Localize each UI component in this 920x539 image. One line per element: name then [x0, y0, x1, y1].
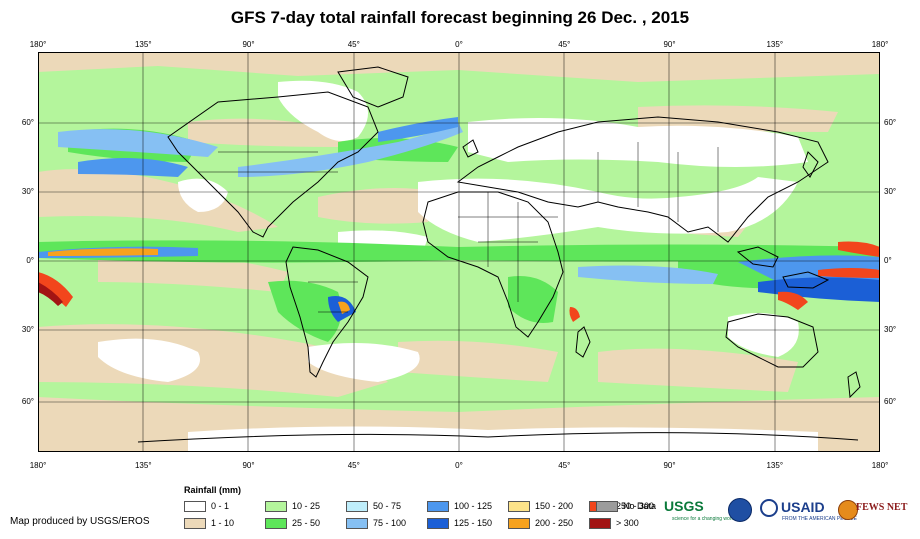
legend-item: 125 - 150 [427, 517, 492, 529]
legend-item: 1 - 10 [184, 517, 234, 529]
legend-swatch [184, 500, 206, 512]
latitude-tick-left: 30° [21, 187, 34, 196]
longitude-tick-top: 90° [242, 40, 255, 49]
latitude-tick-left: 0° [26, 256, 34, 265]
legend-label: 1 - 10 [211, 518, 235, 528]
legend-swatch [184, 517, 206, 529]
legend-label: 100 - 125 [454, 501, 493, 511]
legend-swatch [596, 500, 618, 512]
longitude-tick-bot: 90° [663, 461, 676, 470]
legend-swatch [265, 500, 287, 512]
legend-label: 125 - 150 [454, 518, 493, 528]
longitude-tick-bot: 0° [455, 461, 463, 470]
usaid-logo-text: USAID [781, 499, 825, 515]
map-title: GFS 7-day total rainfall forecast beginn… [230, 8, 690, 27]
longitude-tick-top: 0° [455, 40, 463, 49]
legend-item: 50 - 75 [346, 500, 401, 512]
latitude-tick-right: 60° [884, 397, 897, 406]
longitude-tick-bot: 180° [29, 461, 47, 470]
borders [198, 142, 719, 313]
legend-item: No Data [596, 500, 656, 512]
legend-label: 150 - 200 [535, 501, 574, 511]
legend-swatch [427, 517, 449, 529]
legend-label: 200 - 250 [535, 518, 574, 528]
heavy-rain-regions [38, 117, 880, 322]
longitude-tick-top: 180° [29, 40, 47, 49]
usgs-logo-text: USGS [664, 498, 704, 514]
latitude-tick-left: 30° [21, 325, 34, 334]
legend-item: 200 - 250 [508, 517, 573, 529]
legend-swatch [427, 500, 449, 512]
legend-label: 50 - 75 [373, 501, 402, 511]
legend-label: No Data [623, 501, 657, 511]
latitude-tick-right: 0° [884, 256, 892, 265]
legend-swatch [508, 500, 530, 512]
longitude-tick-top: 135° [766, 40, 784, 49]
legend-label: > 300 [616, 518, 639, 528]
legend-item: 150 - 200 [508, 500, 573, 512]
longitude-tick-bot: 90° [242, 461, 255, 470]
longitude-tick-top: 90° [663, 40, 676, 49]
legend-swatch [589, 517, 611, 529]
extreme-rain-regions [38, 241, 880, 322]
graticule [38, 52, 880, 452]
rainfall-map [38, 52, 880, 452]
map-frame [38, 52, 880, 452]
usaid-seal-icon [760, 499, 778, 517]
legend-label: 10 - 25 [292, 501, 321, 511]
legend-item: 100 - 125 [427, 500, 492, 512]
usgs-tagline: science for a changing world [672, 516, 736, 522]
legend-label: 250 - 300 [616, 501, 655, 511]
legend-swatch [265, 517, 287, 529]
longitude-tick-bot: 180° [871, 461, 889, 470]
longitude-tick-bot: 135° [766, 461, 784, 470]
legend-item: > 300 [589, 517, 639, 529]
longitude-tick-top: 180° [871, 40, 889, 49]
latitude-tick-left: 60° [21, 118, 34, 127]
legend-title: Rainfall (mm) [184, 485, 242, 495]
fewsnet-emblem-icon [838, 500, 858, 520]
legend-label: 0 - 1 [211, 501, 230, 511]
longitude-tick-bot: 45° [347, 461, 360, 470]
legend-item: 0 - 1 [184, 500, 229, 512]
legend-label: 75 - 100 [373, 518, 407, 528]
usaid-tagline: FROM THE AMERICAN PEOPLE [782, 516, 857, 522]
noaa-logo [728, 498, 752, 522]
latitude-tick-left: 60° [21, 397, 34, 406]
longitude-tick-bot: 45° [558, 461, 571, 470]
longitude-tick-top: 45° [558, 40, 571, 49]
fewsnet-logo-text: FEWS NET [856, 502, 908, 513]
legend-item: 25 - 50 [265, 517, 320, 529]
credit-text: Map produced by USGS/EROS [10, 516, 150, 527]
longitude-tick-top: 45° [347, 40, 360, 49]
legend-swatch [346, 500, 368, 512]
legend-item: 10 - 25 [265, 500, 320, 512]
longitude-tick-top: 135° [134, 40, 152, 49]
latitude-tick-right: 30° [884, 187, 897, 196]
legend-swatch [346, 517, 368, 529]
legend-swatch [508, 517, 530, 529]
legend-item: 75 - 100 [346, 517, 406, 529]
latitude-tick-right: 60° [884, 118, 897, 127]
latitude-tick-right: 30° [884, 325, 897, 334]
legend-label: 25 - 50 [292, 518, 321, 528]
longitude-tick-bot: 135° [134, 461, 152, 470]
